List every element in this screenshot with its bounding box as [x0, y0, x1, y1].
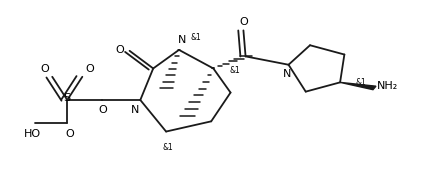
Text: O: O	[98, 105, 107, 115]
Text: &1: &1	[163, 143, 173, 152]
Text: O: O	[239, 17, 247, 27]
Text: S: S	[64, 93, 71, 103]
Text: O: O	[40, 64, 49, 74]
Text: N: N	[178, 35, 186, 45]
Text: N: N	[283, 69, 291, 79]
Text: &1: &1	[354, 78, 365, 87]
Text: NH₂: NH₂	[376, 82, 397, 91]
Text: O: O	[65, 129, 74, 139]
Polygon shape	[339, 82, 375, 90]
Text: &1: &1	[229, 66, 240, 75]
Text: O: O	[86, 64, 94, 74]
Text: HO: HO	[25, 129, 41, 139]
Text: &1: &1	[190, 33, 201, 42]
Text: O: O	[116, 45, 124, 55]
Text: N: N	[131, 105, 139, 115]
